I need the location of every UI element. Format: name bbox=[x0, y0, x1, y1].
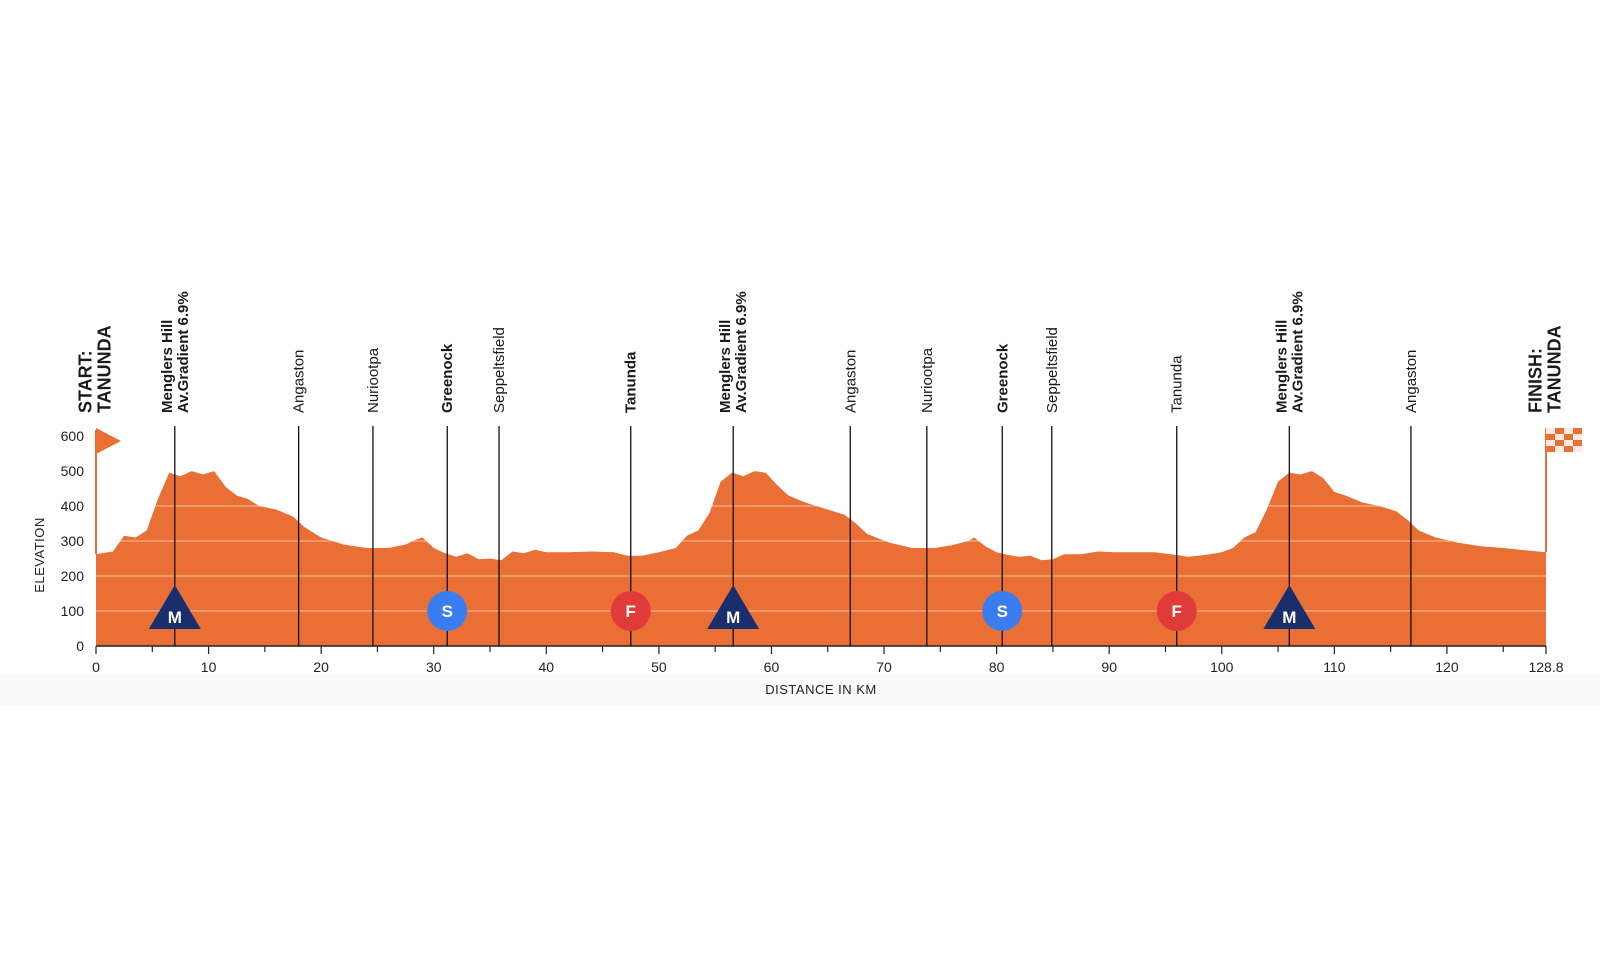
x-tick-label: 70 bbox=[876, 659, 892, 675]
climb-marker bbox=[707, 585, 760, 629]
waypoint-label: Menglers Hill bbox=[717, 320, 734, 413]
finish-flag-check bbox=[1573, 434, 1582, 440]
finish-flag-check bbox=[1546, 440, 1555, 446]
waypoint-label: Nuriootpa bbox=[919, 347, 936, 413]
x-tick-label: 0 bbox=[92, 659, 100, 675]
sprint-marker bbox=[427, 591, 468, 631]
waypoint-label: Tanunda bbox=[1169, 355, 1186, 413]
waypoint-label: Av.Gradient 6.9% bbox=[175, 291, 192, 413]
finish-flag-check bbox=[1573, 446, 1582, 452]
feed-marker-label: F bbox=[1172, 602, 1182, 621]
y-tick-label: 500 bbox=[61, 463, 85, 479]
finish-flag-check bbox=[1555, 446, 1564, 452]
sprint-marker-label: S bbox=[442, 602, 453, 621]
waypoint-label: Av.Gradient 6.9% bbox=[1289, 291, 1306, 413]
feed-marker-label: F bbox=[626, 602, 636, 621]
elevation-area bbox=[96, 471, 1546, 646]
climb-marker bbox=[1263, 585, 1316, 629]
x-tick-label: 50 bbox=[651, 659, 667, 675]
y-tick-label: 200 bbox=[61, 568, 85, 584]
climb-marker bbox=[148, 585, 201, 629]
x-tick-label: 128.8 bbox=[1528, 659, 1563, 675]
x-axis-title: DISTANCE IN KM bbox=[765, 682, 877, 697]
x-tick-label: 60 bbox=[764, 659, 780, 675]
start-flag-icon bbox=[96, 428, 121, 454]
climb-marker-label: M bbox=[726, 608, 740, 627]
waypoint-label: Angaston bbox=[1403, 350, 1420, 413]
waypoint-label: Nuriootpa bbox=[365, 347, 382, 413]
y-tick-label: 400 bbox=[61, 498, 85, 514]
waypoint-label: Angaston bbox=[291, 350, 308, 413]
waypoint-label: Seppeltsfield bbox=[1044, 327, 1061, 413]
finish-flag-check bbox=[1564, 440, 1573, 446]
climb-marker-label: M bbox=[168, 608, 182, 627]
sprint-marker-label: S bbox=[997, 602, 1008, 621]
waypoint-label: Menglers Hill bbox=[1273, 320, 1290, 413]
waypoint-label: Av.Gradient 6.9% bbox=[733, 291, 750, 413]
x-tick-label: 40 bbox=[539, 659, 555, 675]
waypoint-label: FINISH: bbox=[1526, 348, 1546, 413]
x-tick-label: 30 bbox=[426, 659, 442, 675]
x-tick-label: 120 bbox=[1435, 659, 1459, 675]
waypoint-label: TANUNDA bbox=[95, 325, 115, 413]
finish-flag-check bbox=[1546, 428, 1555, 434]
x-tick-label: 110 bbox=[1323, 659, 1346, 675]
bottom-band bbox=[0, 675, 1600, 705]
waypoint-label: Greenock bbox=[994, 343, 1011, 413]
feed-marker bbox=[610, 591, 651, 631]
feed-marker bbox=[1156, 591, 1197, 631]
waypoint-label: START: bbox=[76, 350, 96, 413]
waypoint-label: Menglers Hill bbox=[159, 320, 176, 413]
y-tick-label: 100 bbox=[61, 603, 85, 619]
waypoint-label: TANUNDA bbox=[1545, 325, 1565, 413]
sprint-marker bbox=[982, 591, 1023, 631]
climb-marker-label: M bbox=[1282, 608, 1296, 627]
finish-flag-check bbox=[1555, 434, 1564, 440]
finish-flag-check bbox=[1564, 428, 1573, 434]
y-tick-label: 300 bbox=[61, 533, 85, 549]
waypoint-label: Tanunda bbox=[623, 351, 640, 413]
x-tick-label: 90 bbox=[1101, 659, 1117, 675]
x-tick-label: 100 bbox=[1210, 659, 1234, 675]
x-tick-label: 10 bbox=[201, 659, 217, 675]
y-tick-label: 600 bbox=[61, 428, 85, 444]
waypoint-label: Seppeltsfield bbox=[491, 327, 508, 413]
waypoint-label: Angaston bbox=[842, 350, 859, 413]
x-tick-label: 80 bbox=[989, 659, 1005, 675]
y-axis-title: ELEVATION bbox=[32, 517, 47, 593]
x-tick-label: 20 bbox=[313, 659, 329, 675]
y-tick-label: 0 bbox=[76, 638, 84, 654]
waypoint-label: Greenock bbox=[439, 343, 456, 413]
